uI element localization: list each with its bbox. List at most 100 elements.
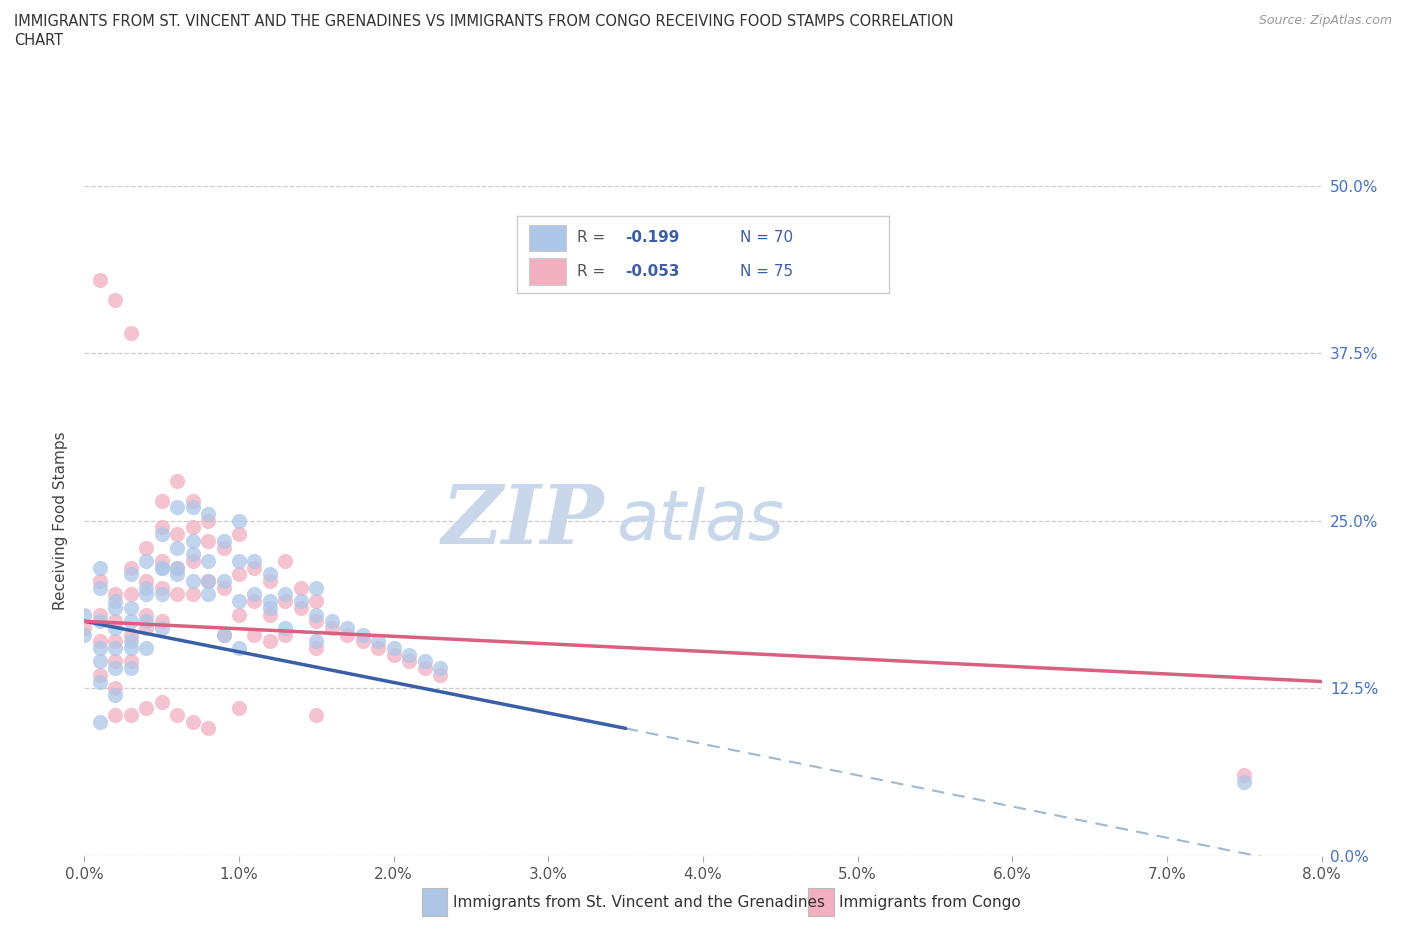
Text: Immigrants from Congo: Immigrants from Congo <box>839 895 1021 910</box>
Point <box>228 641 250 656</box>
Text: R =: R = <box>576 231 610 246</box>
Point <box>166 540 188 555</box>
Point <box>305 614 328 629</box>
Point <box>104 601 127 616</box>
Point <box>382 641 405 656</box>
Point <box>305 580 328 595</box>
Point <box>228 526 250 541</box>
Point <box>243 560 266 575</box>
Point <box>89 668 111 683</box>
Point <box>274 593 297 608</box>
Point <box>305 634 328 649</box>
Text: -0.053: -0.053 <box>626 264 679 279</box>
Text: -0.199: -0.199 <box>626 231 679 246</box>
Point <box>197 721 219 736</box>
Point <box>181 587 204 602</box>
Point <box>1233 775 1256 790</box>
Point <box>135 553 157 568</box>
Point <box>135 540 157 555</box>
Point <box>135 574 157 589</box>
Point <box>166 708 188 723</box>
Point <box>197 553 219 568</box>
Point <box>321 614 343 629</box>
Point <box>89 614 111 629</box>
Point <box>321 620 343 635</box>
Text: IMMIGRANTS FROM ST. VINCENT AND THE GRENADINES VS IMMIGRANTS FROM CONGO RECEIVIN: IMMIGRANTS FROM ST. VINCENT AND THE GREN… <box>14 14 953 29</box>
Point <box>104 687 127 702</box>
Point <box>120 708 142 723</box>
Point <box>120 660 142 675</box>
Point <box>89 674 111 689</box>
Point <box>181 493 204 508</box>
Point <box>243 593 266 608</box>
Point <box>181 500 204 515</box>
Point <box>197 534 219 549</box>
Point <box>413 660 436 675</box>
Point <box>305 607 328 622</box>
Point <box>181 553 204 568</box>
Point <box>166 500 188 515</box>
Text: CHART: CHART <box>14 33 63 47</box>
Point <box>150 560 173 575</box>
Point <box>181 547 204 562</box>
Point <box>120 654 142 669</box>
Point <box>104 654 127 669</box>
Point <box>367 641 389 656</box>
Point <box>104 620 127 635</box>
Point <box>352 627 374 642</box>
Point <box>120 560 142 575</box>
Point <box>120 627 142 642</box>
Point <box>166 560 188 575</box>
Point <box>120 326 142 340</box>
Point <box>259 607 281 622</box>
Point <box>166 473 188 488</box>
Point <box>352 634 374 649</box>
Point <box>398 654 420 669</box>
Point <box>104 660 127 675</box>
Point <box>212 580 235 595</box>
Point <box>228 701 250 716</box>
Point <box>274 587 297 602</box>
Point <box>73 620 96 635</box>
FancyBboxPatch shape <box>529 225 565 251</box>
Point <box>120 601 142 616</box>
Point <box>166 560 188 575</box>
Point <box>89 641 111 656</box>
Point <box>135 701 157 716</box>
Point <box>367 634 389 649</box>
Point <box>290 601 312 616</box>
Point <box>290 580 312 595</box>
Point <box>228 607 250 622</box>
Point <box>73 607 96 622</box>
Point <box>89 574 111 589</box>
Point <box>150 560 173 575</box>
Point <box>135 614 157 629</box>
Point <box>259 593 281 608</box>
Point <box>120 641 142 656</box>
Point <box>104 292 127 307</box>
Point <box>181 534 204 549</box>
Point <box>290 593 312 608</box>
Point <box>382 647 405 662</box>
Point <box>150 493 173 508</box>
Point <box>259 574 281 589</box>
Point <box>197 507 219 522</box>
Point <box>212 534 235 549</box>
Point <box>228 513 250 528</box>
Point <box>150 587 173 602</box>
Text: N = 70: N = 70 <box>740 231 793 246</box>
Point <box>89 607 111 622</box>
Point <box>197 574 219 589</box>
Point <box>274 553 297 568</box>
Point <box>104 587 127 602</box>
Point <box>259 567 281 582</box>
Point <box>104 641 127 656</box>
Point <box>259 601 281 616</box>
Point <box>259 634 281 649</box>
Text: N = 75: N = 75 <box>740 264 793 279</box>
Point <box>89 272 111 287</box>
Point <box>1233 768 1256 783</box>
Point <box>212 627 235 642</box>
Point <box>429 660 451 675</box>
Point <box>181 520 204 535</box>
